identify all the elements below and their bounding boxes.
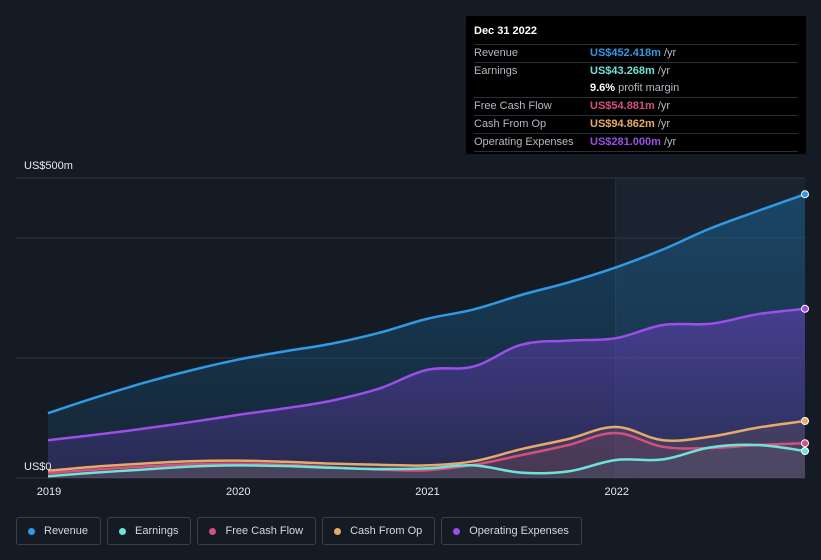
series-areas bbox=[48, 194, 805, 478]
cash-from-op-line bbox=[47, 419, 806, 473]
tooltip-unit: /yr bbox=[657, 65, 671, 77]
free-cash-flow-line bbox=[47, 431, 806, 475]
tooltip-unit: /yr bbox=[663, 136, 677, 148]
profit-margin-label: profit margin bbox=[618, 82, 680, 94]
tooltip-unit: /yr bbox=[657, 100, 671, 112]
x-tick-label: 2022 bbox=[605, 486, 629, 498]
tooltip-label: Earnings bbox=[474, 65, 518, 77]
tooltip-unit: /yr bbox=[657, 118, 671, 130]
earnings-line bbox=[47, 443, 806, 478]
operating-expenses-area bbox=[48, 308, 805, 478]
x-tick-label: 2021 bbox=[415, 486, 439, 498]
profit-margin-value: 9.6% bbox=[590, 82, 616, 94]
revenue-end-point bbox=[801, 190, 809, 199]
tooltip-value: US$94.862m bbox=[590, 118, 655, 130]
y-axis-bottom-label: US$0 bbox=[24, 461, 52, 473]
x-axis-ticks: 2019 2020 2021 2022 bbox=[37, 486, 629, 498]
tooltip-row-profit-margin: 9.6% profit margin bbox=[474, 80, 798, 98]
tooltip-value: US$452.418m bbox=[590, 47, 661, 59]
tooltip-label: Operating Expenses bbox=[474, 136, 574, 148]
legend-item-cash-from-op[interactable]: Cash From Op bbox=[322, 517, 436, 545]
data-tooltip: Dec 31 2022 Revenue US$452.418m /yr Earn… bbox=[466, 16, 806, 154]
tooltip-row-earnings: Earnings US$43.268m /yr bbox=[474, 63, 798, 80]
legend-dot-icon bbox=[453, 527, 461, 535]
legend-item-operating-expenses[interactable]: Operating Expenses bbox=[441, 517, 582, 545]
operating-expenses-end-point bbox=[801, 304, 809, 313]
legend-label: Revenue bbox=[44, 525, 89, 537]
chart-legend: Revenue Earnings Free Cash Flow Cash Fro… bbox=[16, 517, 582, 545]
operating-expenses-line bbox=[47, 307, 806, 442]
tooltip-value: US$54.881m bbox=[590, 100, 655, 112]
legend-dot-icon bbox=[209, 527, 217, 535]
tooltip-value: US$43.268m bbox=[590, 65, 655, 77]
series-lines bbox=[47, 193, 806, 478]
tooltip-row-revenue: Revenue US$452.418m /yr bbox=[474, 45, 798, 63]
legend-item-free-cash-flow[interactable]: Free Cash Flow bbox=[197, 517, 317, 545]
tooltip-label: Free Cash Flow bbox=[474, 100, 552, 112]
series-end-markers bbox=[801, 190, 809, 455]
tooltip-unit: /yr bbox=[663, 47, 677, 59]
legend-label: Operating Expenses bbox=[469, 525, 569, 537]
legend-label: Free Cash Flow bbox=[225, 525, 304, 537]
free-cash-flow-area bbox=[48, 432, 805, 478]
legend-dot-icon bbox=[334, 527, 342, 535]
revenue-line bbox=[47, 193, 806, 415]
earnings-area bbox=[48, 444, 805, 478]
legend-label: Cash From Op bbox=[350, 525, 423, 537]
legend-label: Earnings bbox=[135, 525, 179, 537]
legend-item-earnings[interactable]: Earnings bbox=[107, 517, 192, 545]
tooltip-label: Cash From Op bbox=[474, 118, 547, 130]
tooltip-date: Dec 31 2022 bbox=[474, 24, 798, 45]
cash-from-op-end-point bbox=[801, 417, 809, 425]
x-tick-label: 2019 bbox=[37, 486, 61, 498]
y-axis-top-label: US$500m bbox=[24, 160, 73, 172]
legend-dot-icon bbox=[119, 527, 127, 535]
financials-chart: US$500m US$0 2019 2020 2021 2022 bbox=[16, 160, 809, 498]
legend-item-revenue[interactable]: Revenue bbox=[16, 517, 102, 545]
tooltip-row-cash-from-op: Cash From Op US$94.862m /yr bbox=[474, 116, 798, 134]
tooltip-label: Revenue bbox=[474, 47, 519, 59]
x-tick-label: 2020 bbox=[226, 486, 250, 498]
tooltip-row-operating-expenses: Operating Expenses US$281.000m /yr bbox=[474, 134, 798, 152]
earnings-end-point bbox=[801, 447, 809, 455]
free-cash-flow-end-point bbox=[801, 439, 809, 448]
tooltip-value: US$281.000m bbox=[590, 136, 661, 148]
tooltip-row-free-cash-flow: Free Cash Flow US$54.881m /yr bbox=[474, 98, 798, 116]
legend-dot-icon bbox=[28, 527, 35, 535]
